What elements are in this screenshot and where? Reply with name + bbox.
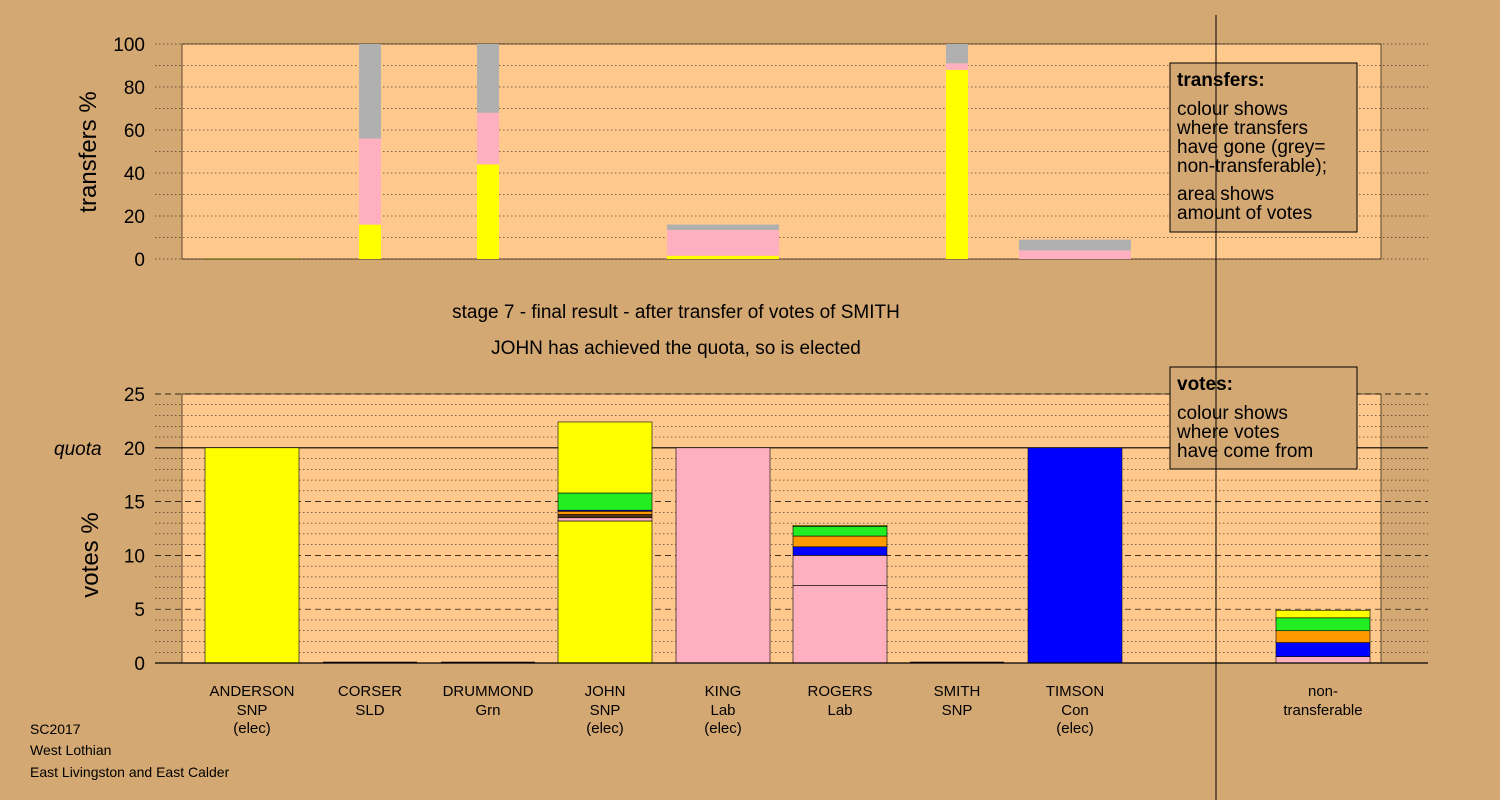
transfers-legend-line: amount of votes xyxy=(1177,203,1312,224)
transfer-bar-segment-pink xyxy=(667,229,779,256)
footer-ward: East Livingston and East Calder xyxy=(30,764,230,780)
quota-label: quota xyxy=(54,439,102,460)
votes-y-tick: 10 xyxy=(124,546,145,567)
transfers-y-tick: 0 xyxy=(134,250,145,271)
vote-bar-segment-green xyxy=(792,526,888,537)
candidate-name: JOHN xyxy=(585,683,626,700)
candidate-name: DRUMMOND xyxy=(443,683,534,700)
candidate-name: ANDERSON xyxy=(209,683,294,700)
votes-legend-line: have come from xyxy=(1177,441,1313,462)
stage-title: stage 7 - final result - after transfer … xyxy=(452,302,900,323)
transfers-y-tick: 60 xyxy=(124,121,145,142)
vote-bar-segment-yellow xyxy=(557,520,653,664)
vote-bar-segment-yellow xyxy=(792,524,888,527)
candidate-party: Con xyxy=(1061,702,1089,719)
votes-y-tick: 25 xyxy=(124,385,145,406)
vote-bar-segment-blue xyxy=(792,546,888,556)
stage-subtitle: JOHN has achieved the quota, so is elect… xyxy=(491,338,861,359)
transfer-bar-segment-yellow xyxy=(477,164,499,259)
candidate-party: transferable xyxy=(1283,702,1362,719)
transfers-legend-box xyxy=(1169,62,1358,233)
votes-legend-line: where votes xyxy=(1176,422,1279,443)
votes-y-axis-label: votes % xyxy=(77,512,104,597)
candidate-name: SMITH xyxy=(934,683,981,700)
candidate-party: SNP xyxy=(942,702,973,719)
vote-bar-segment-pink xyxy=(557,517,653,522)
votes-legend-line: colour shows xyxy=(1177,403,1288,424)
transfers-legend-title: transfers: xyxy=(1177,70,1265,91)
transfer-bar-segment-yellow xyxy=(359,224,381,259)
transfer-bar-segment-yellow xyxy=(667,255,779,259)
votes-y-tick: 5 xyxy=(134,600,145,621)
transfers-y-tick: 100 xyxy=(113,35,145,56)
candidate-name: ROGERS xyxy=(807,683,872,700)
transfer-bar-segment-grey xyxy=(359,44,381,139)
candidate-name: non- xyxy=(1308,683,1338,700)
transfer-bar-segment-grey xyxy=(477,44,499,113)
votes-legend-title: votes: xyxy=(1177,374,1233,395)
transfers-y-axis-label: transfers % xyxy=(75,91,102,212)
candidate-party: SNP xyxy=(237,702,268,719)
transfers-legend-line: colour shows xyxy=(1177,99,1288,120)
transfers-y-tick: 40 xyxy=(124,164,145,185)
vote-bar-segment-green xyxy=(1275,617,1371,632)
votes-legend-box xyxy=(1169,366,1358,470)
vote-bar-segment-blue xyxy=(1275,642,1371,657)
transfer-bar-segment-pink xyxy=(359,138,381,225)
transfers-legend-line: area shows xyxy=(1177,184,1274,205)
vote-bar-segment-orange xyxy=(792,535,888,548)
transfer-bar-segment-pink xyxy=(1019,250,1131,259)
transfers-y-tick: 80 xyxy=(124,78,145,99)
vote-bar-segment-pink xyxy=(792,555,888,586)
transfer-bar-segment-pink xyxy=(477,112,499,165)
transfer-bar-segment-yellow xyxy=(946,69,968,259)
transfer-bar-segment-grey xyxy=(946,44,968,64)
candidate-name: CORSER xyxy=(338,683,402,700)
vote-bar-segment-yellow xyxy=(557,421,653,494)
vote-bar-segment-orange xyxy=(557,510,653,515)
candidate-party: Grn xyxy=(475,702,500,719)
transfers-chart: 0 20 40 60 80 100 transfers % transfers: colour … xyxy=(75,35,1428,271)
votes-y-tick: 20 xyxy=(124,439,145,460)
candidate-status: (elec) xyxy=(704,720,742,737)
vote-bar-segment-yellow xyxy=(204,447,300,664)
vote-bar-segment-orange xyxy=(1275,630,1371,643)
votes-y-tick: 15 xyxy=(124,493,145,514)
vote-bar-segment-pink xyxy=(1275,656,1371,664)
footer-election: SC2017 xyxy=(30,721,81,737)
candidate-party: Lab xyxy=(710,702,735,719)
transfer-bar-segment-grey xyxy=(1019,239,1131,251)
candidate-status: (elec) xyxy=(1056,720,1094,737)
footer-council: West Lothian xyxy=(30,742,111,758)
transfer-bar-segment-grey xyxy=(667,224,779,230)
candidate-party: Lab xyxy=(827,702,852,719)
vote-bar-segment-yellow xyxy=(1275,609,1371,619)
transfers-legend-line: non-transferable); xyxy=(1177,156,1327,177)
votes-y-tick: 0 xyxy=(134,654,145,675)
transfer-bar-segment-pink xyxy=(946,63,968,70)
candidate-status: (elec) xyxy=(586,720,624,737)
vote-bar-segment-blue xyxy=(1027,447,1123,664)
vote-bar-segment-pink xyxy=(675,447,771,664)
candidate-party: SLD xyxy=(355,702,384,719)
candidate-status: (elec) xyxy=(233,720,271,737)
transfers-legend-line: have gone (grey= xyxy=(1177,137,1325,158)
candidate-party: SNP xyxy=(590,702,621,719)
vote-bar-segment-green xyxy=(557,492,653,511)
transfers-legend-line: where transfers xyxy=(1176,118,1308,139)
vote-bar-segment-pink xyxy=(792,585,888,664)
vote-bar-segment-dark xyxy=(557,514,653,519)
candidate-name: TIMSON xyxy=(1046,683,1104,700)
candidate-name: KING xyxy=(705,683,742,700)
transfers-y-tick: 20 xyxy=(124,207,145,228)
